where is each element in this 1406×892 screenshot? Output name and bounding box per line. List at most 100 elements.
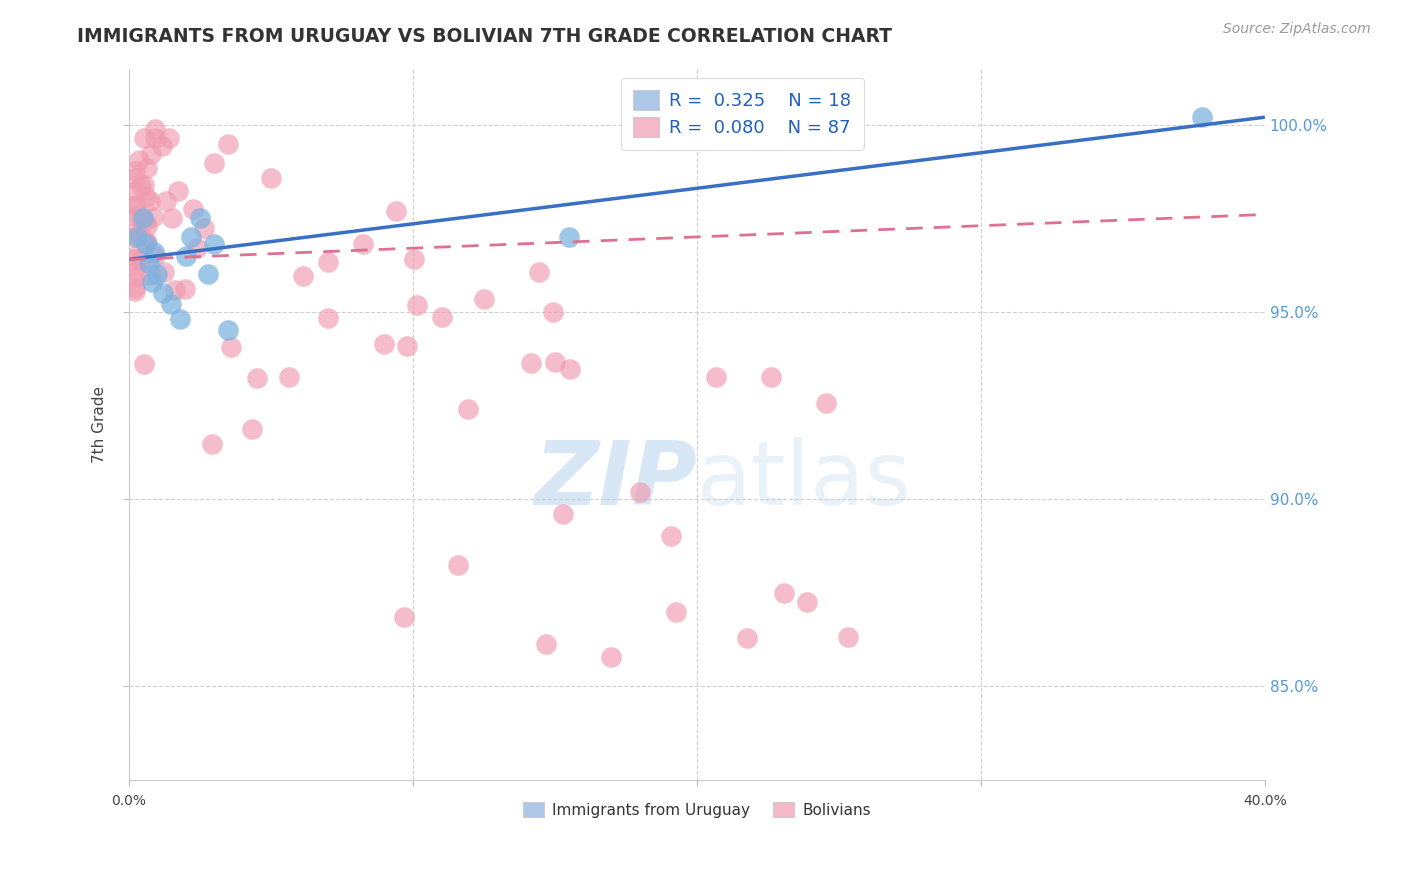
Point (761, 370, 783, 384)
Point (160, 297, 183, 311)
Point (129, 230, 152, 244)
Point (186, 241, 208, 255)
Point (560, 361, 582, 376)
Text: 40.0%: 40.0% (1243, 794, 1286, 807)
Point (430, 310, 453, 325)
Point (316, 255, 339, 269)
Point (129, 253, 152, 268)
Point (124, 281, 146, 295)
Point (134, 131, 156, 145)
Point (150, 138, 173, 153)
Point (373, 337, 395, 351)
Point (128, 211, 150, 225)
Point (217, 136, 239, 151)
Point (124, 230, 146, 244)
Point (146, 268, 169, 282)
Point (837, 630, 859, 644)
Point (202, 156, 225, 170)
Point (143, 249, 166, 263)
Point (127, 230, 149, 244)
Point (188, 211, 211, 226)
Point (134, 178, 156, 193)
Point (197, 268, 219, 282)
Point (553, 507, 575, 521)
Point (136, 219, 159, 233)
Text: ZIP: ZIP (534, 437, 697, 524)
Point (124, 269, 146, 284)
Point (174, 282, 197, 296)
Point (124, 252, 146, 267)
Point (153, 264, 176, 278)
Point (193, 220, 215, 235)
Point (143, 131, 166, 145)
Point (543, 304, 565, 318)
Point (536, 637, 558, 651)
Point (124, 184, 146, 198)
Point (157, 131, 180, 145)
Point (201, 437, 224, 451)
Point (240, 421, 263, 435)
Point (169, 312, 191, 326)
Point (139, 268, 162, 282)
Point (160, 211, 183, 226)
Point (143, 122, 166, 136)
Point (135, 190, 157, 204)
Point (352, 236, 374, 251)
Text: atlas: atlas (697, 437, 912, 524)
Point (737, 631, 759, 645)
Point (665, 605, 688, 619)
Point (138, 194, 160, 208)
Point (124, 249, 146, 263)
Point (246, 371, 269, 385)
Point (124, 170, 146, 185)
Point (447, 558, 470, 572)
Point (124, 264, 146, 278)
Point (180, 230, 202, 244)
Point (141, 275, 163, 289)
Point (124, 209, 146, 223)
Point (125, 223, 148, 237)
Y-axis label: 7th Grade: 7th Grade (93, 385, 107, 463)
Point (704, 370, 727, 384)
Point (773, 586, 796, 600)
Point (136, 235, 159, 249)
Point (139, 147, 162, 161)
Point (152, 286, 174, 301)
Point (217, 324, 239, 338)
Point (132, 211, 155, 226)
Point (166, 185, 188, 199)
Point (135, 161, 157, 175)
Point (318, 311, 340, 326)
Point (138, 256, 160, 270)
Point (384, 203, 406, 218)
Point (124, 284, 146, 298)
Point (129, 178, 152, 193)
Point (628, 484, 651, 499)
Point (394, 610, 416, 624)
Point (181, 202, 204, 216)
Point (124, 199, 146, 213)
Point (291, 269, 314, 284)
Point (142, 210, 165, 224)
Point (457, 401, 479, 416)
Point (519, 356, 541, 370)
Point (405, 298, 427, 312)
Text: Source: ZipAtlas.com: Source: ZipAtlas.com (1223, 22, 1371, 37)
Point (402, 252, 425, 266)
Point (221, 340, 243, 354)
Point (472, 293, 495, 307)
Point (128, 227, 150, 241)
Point (143, 244, 166, 259)
Point (134, 214, 156, 228)
Point (395, 339, 418, 353)
Text: 0.0%: 0.0% (111, 794, 146, 807)
Point (527, 265, 550, 279)
Text: IMMIGRANTS FROM URUGUAY VS BOLIVIAN 7TH GRADE CORRELATION CHART: IMMIGRANTS FROM URUGUAY VS BOLIVIAN 7TH … (77, 27, 893, 45)
Point (558, 230, 581, 244)
Point (125, 198, 148, 212)
Point (1191, 110, 1213, 124)
Point (659, 529, 682, 543)
Point (260, 170, 283, 185)
Point (155, 194, 177, 208)
Point (163, 283, 186, 297)
